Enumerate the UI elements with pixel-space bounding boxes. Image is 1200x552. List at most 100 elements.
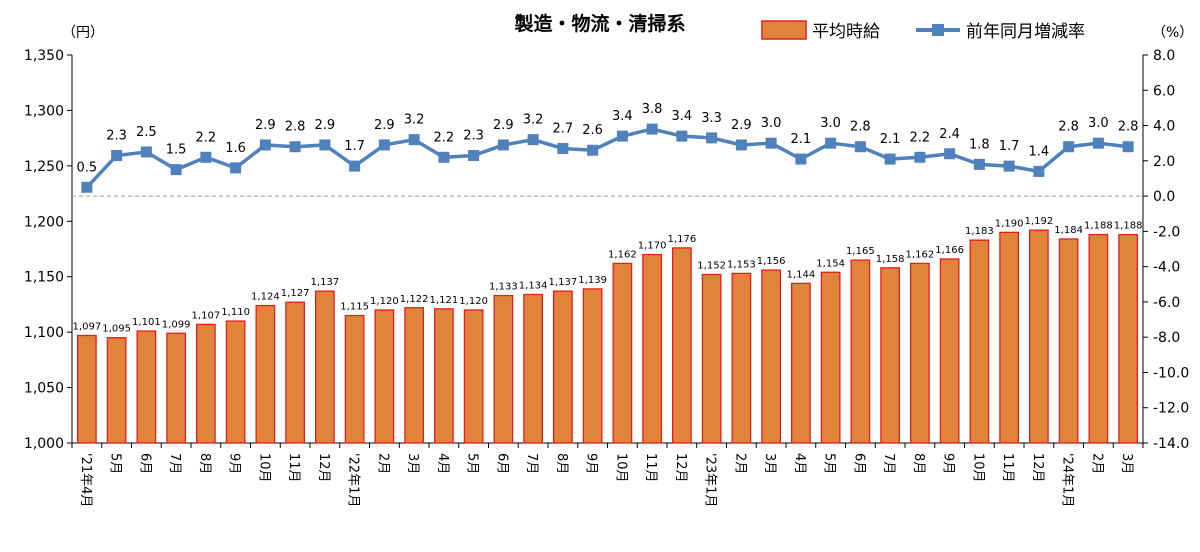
category-label: 3月	[405, 453, 420, 474]
rate-marker	[527, 134, 539, 146]
bar	[374, 309, 395, 444]
rate-marker	[1092, 137, 1104, 149]
category-label: 8月	[911, 453, 926, 474]
rate-value-label: 2.2	[196, 130, 217, 145]
bar	[77, 334, 97, 444]
bar-value-label: 1,120	[370, 296, 399, 307]
rate-value-label: 2.8	[1118, 120, 1139, 135]
right-tick-label: -6.0	[1153, 295, 1180, 311]
category-label: 4月	[435, 453, 450, 474]
bar-value-label: 1,190	[995, 218, 1024, 229]
category-label: 7月	[524, 453, 539, 474]
bar-value-label: 1,165	[846, 246, 875, 257]
rate-marker	[973, 158, 985, 170]
category-label: 10月	[970, 453, 985, 483]
right-tick-label: -14.0	[1153, 436, 1189, 452]
rate-value-label: 3.0	[1088, 116, 1109, 131]
rate-value-label: 3.0	[820, 116, 841, 131]
bar-value-label: 1,137	[311, 277, 340, 288]
bar	[612, 262, 633, 444]
bar	[166, 332, 186, 444]
bar	[582, 288, 603, 444]
right-tick-label: -10.0	[1153, 365, 1189, 381]
rate-marker	[1063, 141, 1075, 153]
rate-value-label: 2.5	[136, 125, 157, 140]
bar	[910, 262, 930, 444]
bar-value-label: 1,110	[221, 307, 250, 318]
rate-marker	[616, 130, 628, 142]
rate-marker	[854, 141, 866, 153]
rate-value-label: 2.2	[910, 130, 931, 145]
left-tick-label: 1,300	[24, 103, 64, 119]
rate-value-label: 2.9	[374, 118, 395, 133]
bar-value-label: 1,101	[132, 317, 161, 328]
bar	[106, 337, 127, 444]
bar-value-label: 1,127	[281, 288, 310, 299]
legend-bar-label: 平均時給	[812, 22, 880, 42]
right-tick-label: -2.0	[1153, 224, 1180, 240]
legend: 平均時給 前年同月増減率	[761, 20, 1085, 42]
bar-value-label: 1,124	[251, 292, 280, 303]
bar	[1088, 233, 1109, 444]
bar-value-label: 1,133	[489, 282, 518, 293]
bar-value-label: 1,170	[638, 241, 667, 252]
rate-value-label: 3.2	[523, 113, 544, 128]
bar	[939, 258, 960, 444]
bar	[1029, 229, 1049, 444]
rate-value-label: 2.8	[850, 120, 871, 135]
bar-value-label: 1,099	[162, 319, 191, 330]
rate-value-label: 1.4	[1029, 144, 1050, 159]
bar-value-label: 1,097	[73, 321, 102, 332]
bar	[404, 307, 424, 444]
rate-marker	[378, 139, 390, 151]
legend-line-marker	[932, 24, 944, 36]
category-label: 2月	[375, 453, 390, 474]
bar-value-label: 1,144	[787, 269, 816, 280]
rate-value-label: 2.9	[315, 118, 336, 133]
category-label: 5月	[465, 453, 480, 474]
category-label: 6月	[851, 453, 866, 474]
bar	[255, 304, 276, 444]
rate-value-label: 2.4	[939, 127, 960, 142]
right-tick-label: 2.0	[1153, 154, 1175, 170]
category-label: 2月	[1089, 453, 1104, 474]
rate-marker	[1122, 141, 1134, 153]
category-label: 6月	[137, 453, 152, 474]
rate-value-label: 2.9	[255, 118, 276, 133]
bar	[999, 231, 1019, 444]
bar-value-label: 1,120	[459, 296, 488, 307]
left-tick-label: 1,200	[24, 214, 64, 230]
bar-value-label: 1,154	[816, 258, 845, 269]
rate-value-label: 0.5	[77, 160, 98, 175]
category-label: 8月	[554, 453, 569, 474]
bar	[344, 314, 365, 444]
bar	[731, 272, 752, 444]
rate-marker	[735, 139, 747, 151]
category-label: 5月	[822, 453, 837, 474]
category-label: 12月	[1030, 453, 1045, 483]
rate-value-label: 3.4	[612, 109, 633, 124]
rate-marker	[349, 160, 361, 172]
bar-value-label: 1,115	[340, 302, 369, 313]
rate-marker	[170, 164, 182, 176]
rate-value-label: 1.5	[166, 143, 187, 158]
rate-value-label: 2.2	[434, 130, 455, 145]
bar	[642, 253, 662, 444]
rate-value-label: 2.9	[493, 118, 514, 133]
bar	[761, 269, 781, 444]
rate-value-label: 3.2	[404, 113, 425, 128]
right-tick-label: -4.0	[1153, 260, 1180, 276]
bar	[553, 290, 573, 444]
bar	[1058, 238, 1079, 444]
rate-marker	[319, 139, 331, 151]
category-labels-layer: '21年4月 5月 6月 7月 8月 9月 10月 11月 12月 '22年1月 2月 3月 4月 5月 6…	[78, 453, 1134, 507]
bars-layer	[77, 229, 1138, 444]
rate-marker	[111, 150, 123, 162]
bar	[850, 259, 871, 444]
bar-value-label: 1,137	[549, 277, 578, 288]
rate-marker	[884, 153, 896, 165]
bar	[820, 271, 841, 444]
bar-value-label: 1,192	[1025, 216, 1054, 227]
